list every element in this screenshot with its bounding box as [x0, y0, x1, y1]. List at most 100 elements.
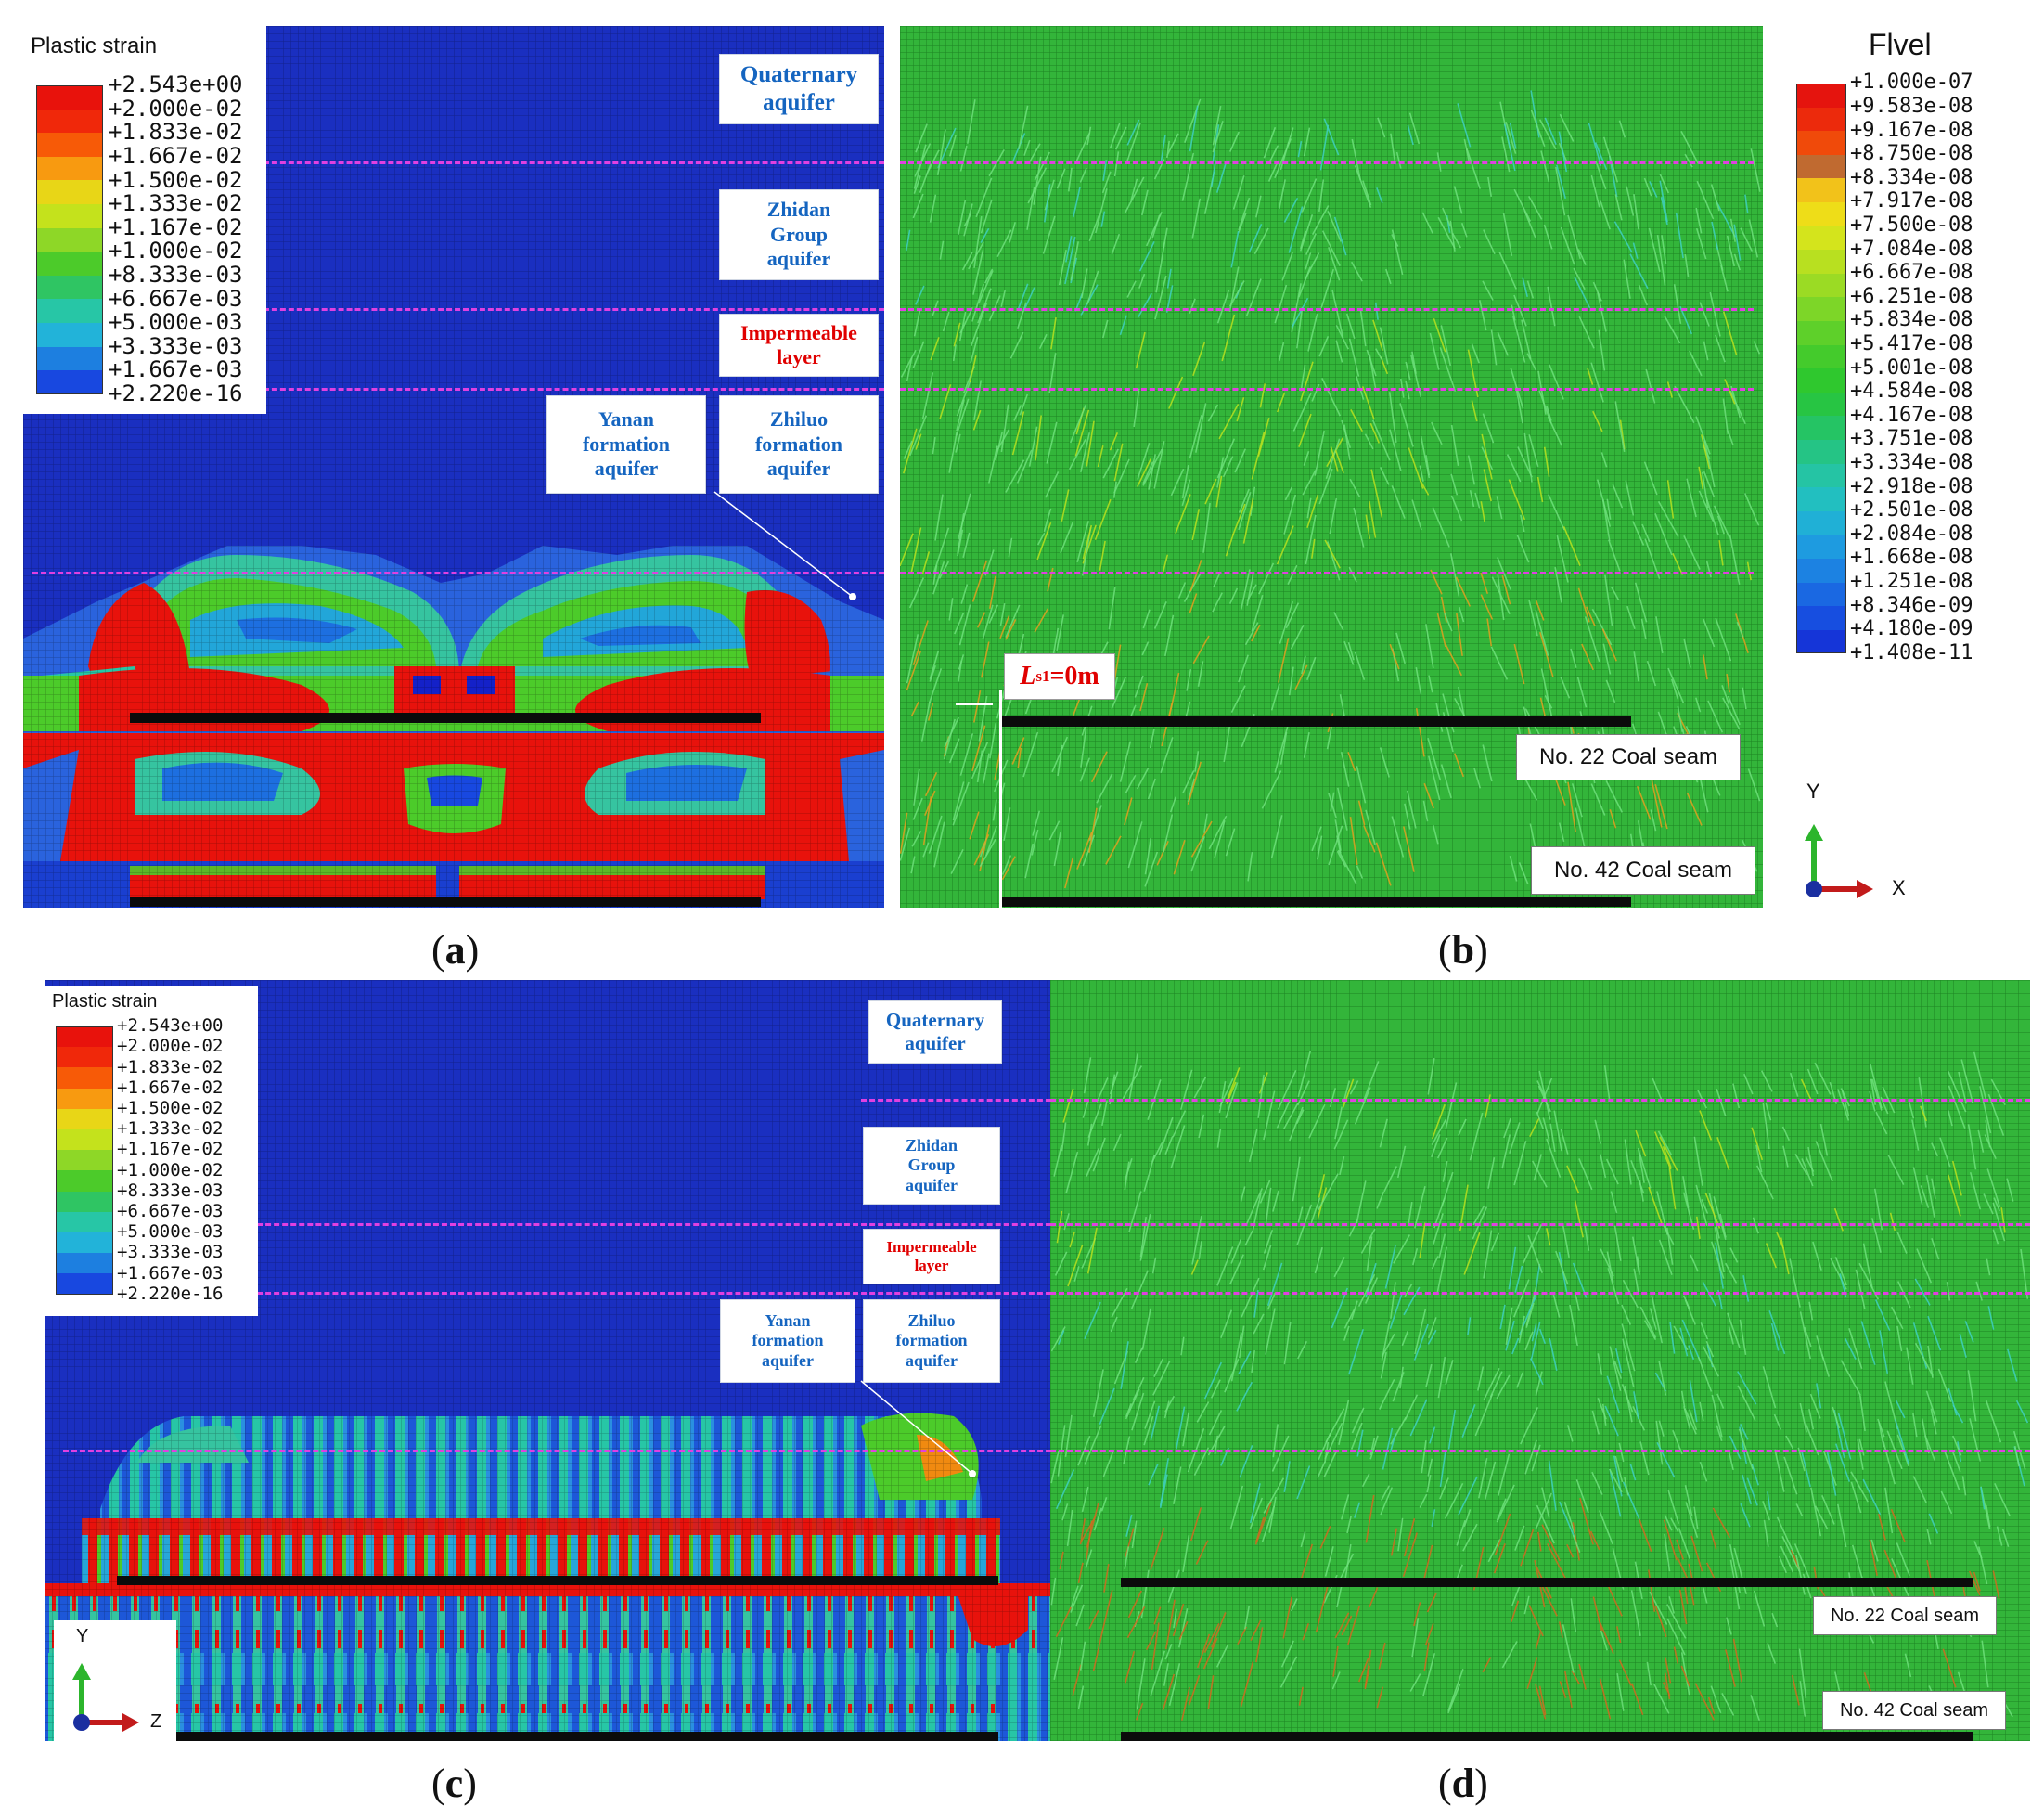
legend-swatch — [56, 1108, 113, 1129]
legend-value: +3.334e-08 — [1850, 450, 1973, 474]
dashed-line — [249, 1223, 1060, 1226]
seam-label-22: No. 22 Coal seam — [1516, 734, 1741, 780]
plastic-strain-legend: Plastic strain +2.543e+00 +2.000e-02 +1.83… — [23, 26, 266, 414]
legend-swatch — [1796, 559, 1846, 583]
legend-swatch — [1796, 321, 1846, 345]
legend-value: +5.417e-08 — [1850, 331, 1973, 355]
axis-label-x: X — [1892, 876, 1906, 899]
legend-swatch — [36, 323, 103, 347]
legend-value: +8.333e-03 — [117, 1180, 224, 1201]
legend-swatch — [36, 299, 103, 323]
label-zhidan-group-aquifer: Zhidan Group aquifer — [719, 189, 879, 280]
legend-swatch — [1796, 392, 1846, 417]
legend-swatch — [1796, 178, 1846, 202]
axis-triad-yz: Y Z — [54, 1620, 176, 1741]
dashed-line — [255, 161, 884, 164]
label-line: Zhidan — [905, 1135, 958, 1155]
ls-symbol: L — [1020, 662, 1036, 690]
ls-arrow — [956, 703, 993, 705]
legend-swatch — [36, 156, 103, 181]
label-line: Zhiluo — [907, 1310, 956, 1330]
legend-value: +1.167e-02 — [117, 1139, 224, 1160]
caption-a: (a) — [431, 927, 480, 973]
legend-value: +9.583e-08 — [1850, 94, 1973, 118]
legend-value: +4.180e-09 — [1850, 617, 1973, 641]
label-line: Yanan — [598, 407, 654, 432]
legend-swatch — [1796, 487, 1846, 511]
label-line: aquifer — [906, 1175, 958, 1194]
panel-d-flow-velocity: No. 22 Coal seam No. 42 Coal seam — [1050, 980, 2030, 1741]
legend-value: +1.833e-02 — [117, 1056, 224, 1077]
legend-swatch — [56, 1067, 113, 1089]
dashed-line — [63, 1450, 1060, 1452]
label-line: Impermeable — [886, 1237, 977, 1256]
legend-value: +8.750e-08 — [1850, 142, 1973, 166]
label-line: Zhiluo — [769, 407, 829, 432]
caption-letter: b — [1451, 927, 1475, 973]
label-line: aquifer — [762, 1350, 814, 1370]
label-yanan-formation-aquifer: Yanan formation aquifer — [720, 1299, 855, 1383]
legend-swatch — [56, 1170, 113, 1192]
legend-swatch — [1796, 440, 1846, 464]
legend-value: +1.833e-02 — [109, 119, 243, 146]
legend-value: +4.584e-08 — [1850, 380, 1973, 404]
axis-label-y: Y — [1806, 780, 1820, 803]
legend-title: Flvel — [1869, 28, 1932, 61]
legend-value: +6.667e-08 — [1850, 261, 1973, 285]
legend-value: +2.084e-08 — [1850, 522, 1973, 546]
legend-value: +1.251e-08 — [1850, 569, 1973, 593]
legend-value: +6.667e-03 — [109, 285, 243, 312]
legend-swatch — [1796, 107, 1846, 132]
legend-swatch — [36, 204, 103, 228]
label-line: aquifer — [906, 1350, 958, 1370]
panel-c-plastic-strain: Quaternary aquifer Zhidan Group aquifer … — [45, 980, 1060, 1741]
legend-swatch — [1796, 629, 1846, 654]
dashed-line — [255, 388, 884, 391]
legend-frame — [1796, 84, 1846, 653]
legend-value: +3.333e-03 — [109, 332, 243, 359]
legend-value: +3.751e-08 — [1850, 427, 1973, 451]
label-line: Impermeable — [740, 320, 857, 344]
legend-value: +7.500e-08 — [1850, 213, 1973, 237]
dashed-line — [255, 308, 884, 311]
label-line: aquifer — [766, 247, 831, 271]
legend-value: +1.500e-02 — [109, 166, 243, 193]
caption-letter: a — [444, 927, 466, 973]
legend-value: +1.333e-02 — [117, 1118, 224, 1140]
legend-value: +5.834e-08 — [1850, 308, 1973, 332]
legend-swatch — [1796, 416, 1846, 440]
legend-swatch — [1796, 344, 1846, 369]
label-line: aquifer — [763, 90, 835, 115]
legend-value: +2.220e-16 — [109, 380, 243, 406]
label-line: aquifer — [905, 1032, 966, 1054]
seam-label-42: No. 42 Coal seam — [1531, 846, 1755, 895]
label-line: aquifer — [766, 457, 831, 481]
legend-value: +5.000e-03 — [109, 309, 243, 336]
dashed-line — [1050, 1292, 2030, 1295]
legend-swatch — [56, 1273, 113, 1295]
seam-label-22: No. 22 Coal seam — [1813, 1596, 1997, 1635]
legend-value: +1.667e-03 — [117, 1262, 224, 1284]
legend-value: +2.501e-08 — [1850, 498, 1973, 522]
legend-value: +2.918e-08 — [1850, 474, 1973, 498]
legend-value: +1.000e-07 — [1850, 71, 1973, 95]
caption-b: (b) — [1438, 927, 1488, 973]
coal-seam-22 — [117, 1576, 998, 1585]
legend-swatch — [1796, 368, 1846, 393]
caption-d: (d) — [1438, 1761, 1488, 1806]
legend-swatch — [36, 346, 103, 371]
legend-value: +1.668e-08 — [1850, 546, 1973, 570]
legend-swatch — [56, 1211, 113, 1232]
legend-value: +1.333e-02 — [109, 190, 243, 217]
legend-swatch — [1796, 250, 1846, 274]
caption-c: (c) — [431, 1761, 477, 1806]
legend-swatch — [36, 227, 103, 252]
legend-value: +7.084e-08 — [1850, 237, 1973, 261]
legend-swatch — [36, 109, 103, 134]
panel-a-plastic-strain: Quaternary aquifer Zhidan Group aquifer … — [23, 26, 884, 908]
label-zhiluo-formation-aquifer: Zhiluo formation aquifer — [719, 395, 879, 494]
legend-swatch — [1796, 202, 1846, 226]
dashed-line — [1050, 1223, 2030, 1226]
label-line: aquifer — [594, 457, 659, 481]
